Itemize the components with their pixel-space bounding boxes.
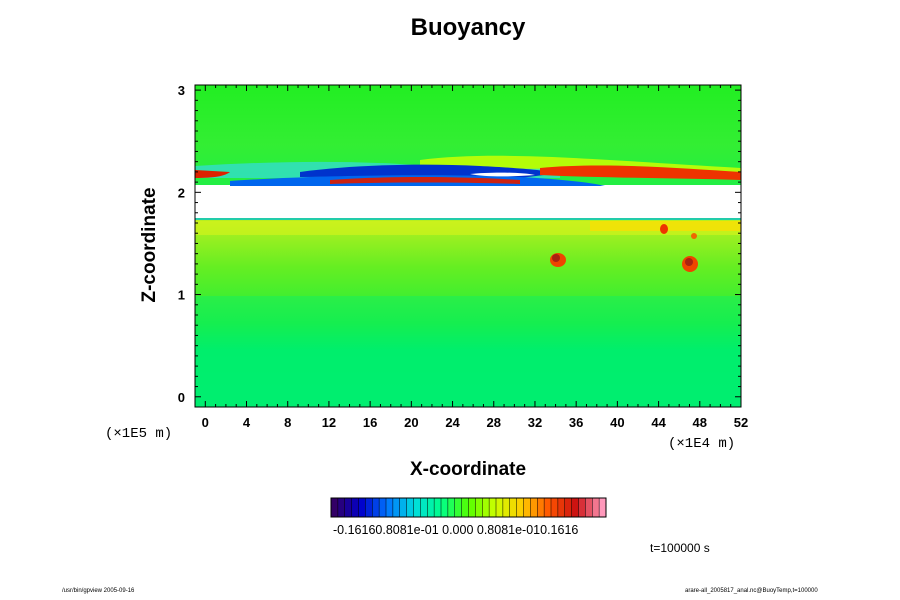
plot-frame [194,84,742,408]
gap-edge-line [195,218,741,220]
x-tick-label: 44 [651,415,666,430]
time-annotation: t=100000 s [650,541,710,555]
colorbar-cell [434,498,442,517]
colorbar-tick-labels: -0.16160.8081e-01 0.000 0.8081e-010.1616 [333,523,579,537]
colorbar-cell [372,498,380,517]
colorbar-cell [523,498,531,517]
y-axis-unit: (×1E5 m) [105,426,173,442]
x-tick-label: 28 [487,415,501,430]
colorbar-cell [496,498,504,517]
positive-blob-1-core [552,254,560,262]
positive-blob-4 [691,233,697,239]
positive-blob-3 [660,224,668,234]
footer-right: arare-all_2005817_anal.nc@BuoyTemp,t=100… [685,588,818,594]
x-tick-label: 48 [693,415,707,430]
colorbar-cell [365,498,373,517]
x-tick-label: 52 [734,415,748,430]
colorbar-cell [413,498,421,517]
colorbar-cell [399,498,408,517]
blank-gap [195,185,741,220]
colorbar-cell [344,498,353,517]
positive-band-mid [330,177,520,184]
colorbar-cell [420,498,428,517]
colorbar-cell [564,498,573,517]
colorbar-cell [427,498,435,517]
colorbar-cell [337,498,346,517]
white-core [470,172,535,177]
colorbar-cell [599,498,607,517]
y-tick-label: 0 [178,390,185,405]
x-tick-label: 12 [322,415,336,430]
colorbar-cell [592,498,600,517]
x-axis-unit: (×1E4 m) [668,436,736,452]
x-tick-label: 40 [610,415,624,430]
positive-band-right [540,165,741,180]
y-axis-label: Z-coordinate [139,187,160,303]
y-tick-label: 1 [178,288,185,303]
colorbar-cell [447,498,456,517]
colorbar-cell [537,498,545,517]
x-tick-label: 8 [284,415,291,430]
colorbar-cell [379,498,387,517]
colorbar-cell [386,498,394,517]
x-axis: 0 4 8 12 16 20 24 28 32 36 40 44 48 52 [194,85,748,430]
colorbar [330,497,607,518]
x-tick-label: 24 [445,415,460,430]
colorbar-cell [358,498,366,517]
y-tick-label: 2 [178,185,185,200]
colorbar-cell [509,498,518,517]
chart-title: Buoyancy [410,14,526,41]
x-tick-label: 4 [243,415,251,430]
footer-left: /usr/bin/gpview 2005-09-16 [62,588,135,594]
colorbar-cell [406,498,414,517]
colorbar-cell [557,498,566,517]
colorbar-cell [516,498,524,517]
x-tick-label: 20 [404,415,418,430]
colorbar-cell [489,498,497,517]
lower-cool-band [195,296,741,407]
positive-blob-2-core [685,258,693,266]
colorbar-cell [544,498,552,517]
positive-band-left [195,170,230,178]
lower-layer-field [195,220,741,407]
x-tick-label: 36 [569,415,583,430]
colorbar-cell [551,498,559,517]
colorbar-cell [392,498,401,517]
colorbar-cell [454,498,463,517]
colorbar-cell [461,498,469,517]
colorbar-cell [502,498,511,517]
colorbar-cell [468,498,476,517]
colorbar-frame [330,497,607,518]
colorbar-cell [578,498,586,517]
colorbar-cell [571,498,579,517]
x-tick-label: 32 [528,415,542,430]
colorbar-cell [331,498,339,517]
colorbar-cell [482,498,490,517]
colorbar-cell [441,498,449,517]
colorbar-cell [530,498,538,517]
y-axis: 0 1 2 3 [178,83,741,408]
colorbar-cell [475,498,483,517]
x-tick-label: 0 [202,415,209,430]
colorbar-cell [585,498,593,517]
x-tick-label: 16 [363,415,377,430]
colorbar-cell [351,498,359,517]
y-tick-label: 3 [178,83,185,98]
x-axis-label: X-coordinate [409,459,527,480]
